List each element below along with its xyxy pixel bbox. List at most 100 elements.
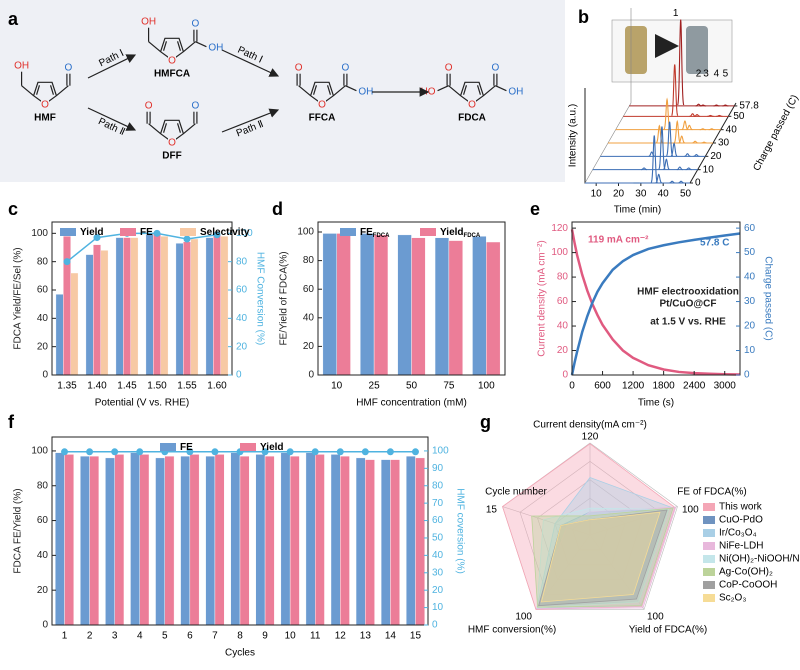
bar	[220, 235, 229, 376]
y2-tick-label: 60	[236, 285, 248, 296]
furan-ring	[159, 37, 185, 61]
radar-spoke	[589, 534, 645, 610]
furan-ring	[309, 81, 335, 105]
legend-label: FEFDCA	[360, 227, 390, 239]
peak	[699, 128, 706, 131]
plot-frame	[51, 221, 233, 376]
legend-sub: FDCA	[373, 233, 390, 239]
radar-spoke	[502, 506, 591, 536]
radar-grid	[519, 461, 661, 595]
molecule-name: DFF	[162, 151, 181, 162]
bar	[213, 234, 221, 376]
bar	[486, 241, 501, 376]
annotation: 119 mA cm⁻²	[588, 235, 649, 246]
furan-ring	[459, 81, 485, 105]
bar	[105, 457, 115, 626]
legend-name: Selectivity	[200, 227, 250, 238]
bar	[365, 459, 375, 626]
atom-label: OH	[508, 86, 523, 97]
legend-label: CoP-CoOOH	[719, 580, 777, 591]
bar	[93, 244, 101, 376]
legend-swatch	[703, 529, 715, 537]
x-tick-label: 25	[369, 381, 381, 392]
radar-axis-label: Cycle number	[485, 487, 547, 498]
z-tick-label: 10	[703, 164, 715, 175]
x-tick-label: 1.60	[207, 381, 227, 392]
bar	[264, 455, 275, 626]
annotation: 57.8 C	[700, 238, 729, 249]
radar-spoke	[589, 506, 678, 536]
bar	[230, 452, 241, 626]
legend-label: CuO-PdO	[719, 515, 763, 526]
legend-swatch	[703, 555, 715, 563]
y-tick-label: 20	[303, 341, 315, 352]
bond	[49, 85, 54, 95]
y-tick-label: 100	[31, 446, 48, 457]
y-tick-label: 20	[557, 345, 569, 356]
atom-label: O	[295, 62, 303, 73]
atom-label: OH	[358, 86, 373, 97]
bar	[123, 237, 131, 376]
x-tick-label: 11	[310, 631, 321, 642]
radar-area	[540, 511, 661, 603]
bar	[340, 455, 350, 626]
y2-tick-label: 100	[236, 228, 253, 239]
atom-label: O	[41, 100, 49, 111]
y2-tick-label: 10	[744, 345, 756, 356]
peak	[699, 104, 707, 107]
y2-axis-label: Charge passed (C)	[762, 256, 773, 340]
atom-label: O	[192, 18, 200, 29]
y2-tick-label: 90	[432, 463, 444, 474]
legend-label: Ir/Co₃O₄	[719, 528, 757, 539]
y2-tick-label: 80	[236, 256, 248, 267]
y-tick-label: 40	[557, 321, 569, 332]
x-tick-label: 10	[285, 631, 297, 642]
peak	[673, 119, 681, 144]
bar	[255, 454, 266, 626]
legend-swatch	[120, 228, 136, 236]
peak	[693, 154, 700, 157]
plot-frame	[51, 436, 429, 626]
bar	[360, 233, 375, 376]
bar	[373, 234, 389, 376]
y-tick-label: 0	[42, 620, 48, 631]
furan-ring	[159, 119, 185, 143]
atom-label: O	[318, 100, 326, 111]
bar	[89, 455, 100, 626]
x-tick-label: 10	[331, 381, 343, 392]
peak-label: 5	[723, 69, 729, 80]
y-axis-label: Current density (mA cm⁻²)	[537, 240, 548, 356]
atom-label: OH	[14, 60, 29, 71]
panel-label: f	[8, 412, 15, 432]
bond	[313, 85, 318, 95]
plot-frame	[571, 221, 741, 376]
y-axis-label: FDCA Yield/FE/Sel (%)	[13, 247, 24, 349]
legend-swatch	[703, 503, 715, 511]
x-tick-label: 1.50	[147, 381, 167, 392]
marker	[411, 448, 419, 456]
y-axis-label: Intensity (a.u.)	[568, 104, 579, 167]
y-axis-label: FDCA FE/Yield (%)	[13, 488, 24, 573]
radar-area	[536, 507, 670, 609]
bar	[55, 294, 64, 376]
marker	[386, 448, 394, 456]
bar	[214, 454, 225, 626]
y-tick-label: 80	[37, 480, 49, 491]
panel-label: c	[8, 199, 18, 219]
peak	[671, 64, 679, 116]
legend-swatch	[240, 443, 256, 451]
bar	[114, 454, 125, 626]
peak	[681, 120, 689, 131]
peak-label: 4	[714, 69, 720, 80]
x-tick-label: 12	[335, 631, 347, 642]
x-tick-label: 1	[62, 631, 68, 642]
y-axis-label: FE/Yield of FDCA(%)	[279, 251, 290, 345]
bond	[483, 85, 496, 97]
bar	[205, 455, 216, 626]
radar-spoke	[535, 534, 591, 610]
peak	[670, 142, 678, 157]
peak	[707, 114, 714, 117]
bond	[345, 85, 357, 92]
z-tick-label: 40	[726, 124, 738, 135]
arrow	[221, 49, 280, 77]
